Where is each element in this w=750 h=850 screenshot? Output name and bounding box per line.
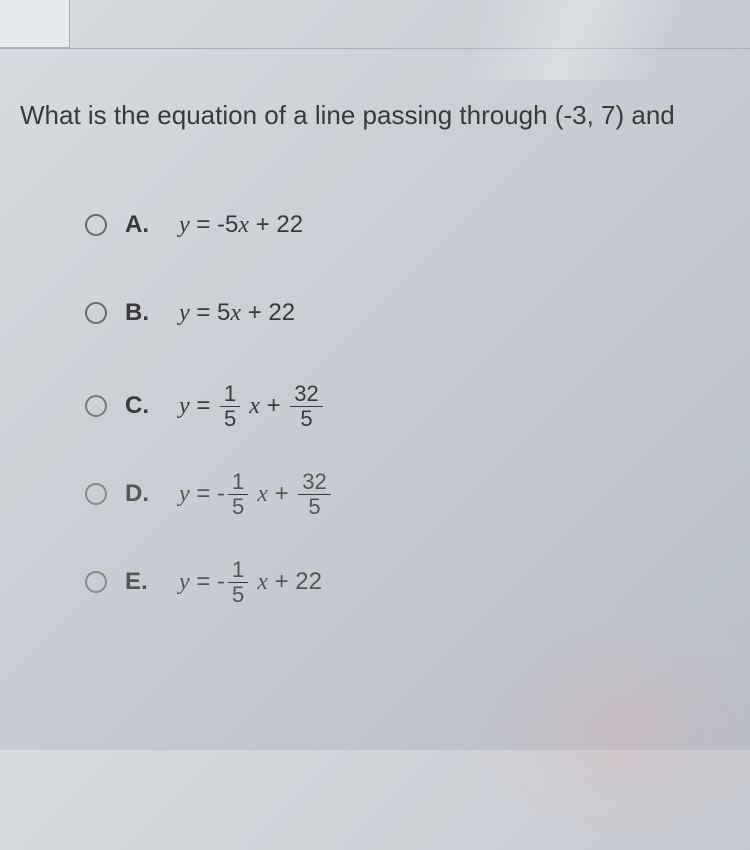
bottom-glare [450, 600, 750, 850]
var-x: x [251, 569, 268, 596]
const-frac: 32 5 [298, 471, 330, 518]
equation-a: y = -5 x + 22 [179, 211, 303, 239]
var-y: y [179, 393, 190, 420]
op: + [268, 568, 295, 596]
option-a[interactable]: A. y = -5 x + 22 [85, 195, 334, 255]
equation-c: y = 1 5 x + 32 5 [179, 383, 326, 430]
coeff-frac: 1 5 [220, 383, 240, 430]
op: + [241, 299, 268, 327]
equation-e: y = - 1 5 x + 22 [179, 559, 322, 606]
options-list: A. y = -5 x + 22 B. y = 5 x + 22 C. y = [85, 195, 334, 635]
equals: = [190, 480, 217, 508]
question-area: What is the equation of a line passing t… [20, 100, 750, 131]
var-x: x [243, 393, 260, 420]
var-y: y [179, 481, 190, 508]
option-e[interactable]: E. y = - 1 5 x + 22 [85, 547, 334, 617]
radio-button-e[interactable] [85, 571, 107, 593]
var-y: y [179, 300, 190, 327]
equals: = [190, 211, 217, 239]
var-y: y [179, 569, 190, 596]
var-x: x [251, 481, 268, 508]
equation-d: y = - 1 5 x + 32 5 [179, 471, 334, 518]
neg: - [217, 568, 225, 596]
radio-button-d[interactable] [85, 483, 107, 505]
equation-b: y = 5 x + 22 [179, 299, 295, 327]
op: + [268, 480, 295, 508]
option-label-d: D. [125, 480, 149, 508]
const: 22 [276, 211, 303, 239]
op: + [260, 392, 287, 420]
question-text: What is the equation of a line passing t… [20, 100, 750, 131]
var-x: x [238, 212, 249, 239]
const-frac: 32 5 [290, 383, 322, 430]
equals: = [190, 299, 217, 327]
var-y: y [179, 212, 190, 239]
equals: = [190, 392, 217, 420]
radio-button-b[interactable] [85, 302, 107, 324]
option-label-b: B. [125, 299, 149, 327]
coeff: -5 [217, 211, 238, 239]
coeff-frac: 1 5 [228, 559, 248, 606]
radio-button-c[interactable] [85, 395, 107, 417]
neg: - [217, 480, 225, 508]
const: 22 [268, 299, 295, 327]
option-label-e: E. [125, 568, 149, 596]
option-label-a: A. [125, 211, 149, 239]
coeff-frac: 1 5 [228, 471, 248, 518]
coeff: 5 [217, 299, 230, 327]
option-d[interactable]: D. y = - 1 5 x + 32 5 [85, 459, 334, 529]
option-label-c: C. [125, 392, 149, 420]
option-c[interactable]: C. y = 1 5 x + 32 5 [85, 371, 334, 441]
var-x: x [230, 300, 241, 327]
op: + [249, 211, 276, 239]
const: 22 [295, 568, 322, 596]
equals: = [190, 568, 217, 596]
screen-glare [455, 0, 684, 80]
top-bar-tab [0, 0, 70, 48]
option-b[interactable]: B. y = 5 x + 22 [85, 283, 334, 343]
radio-button-a[interactable] [85, 214, 107, 236]
